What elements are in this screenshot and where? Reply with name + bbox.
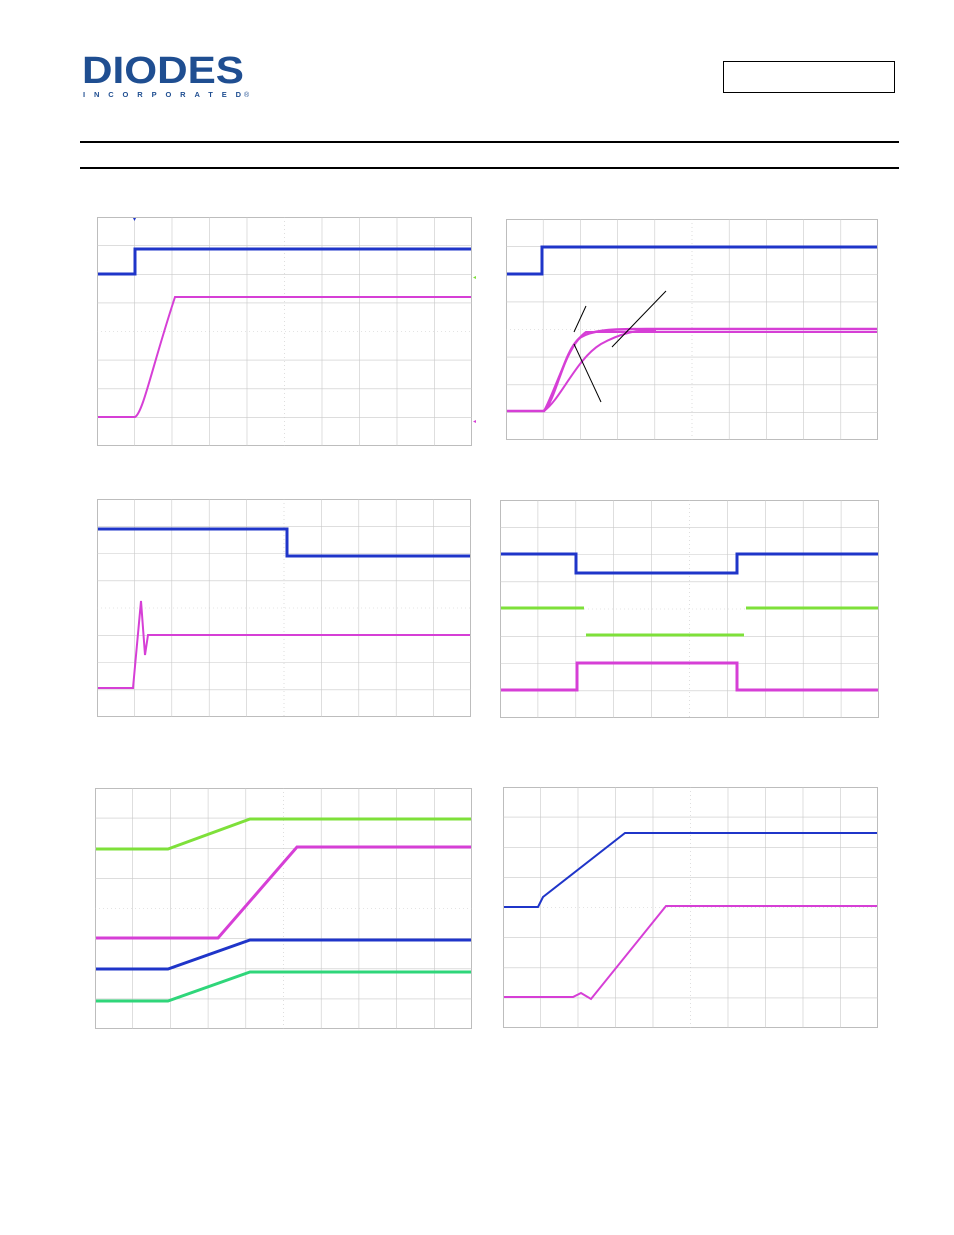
ch-marker: ◂ [473, 275, 476, 281]
trace-blue [504, 832, 877, 908]
part-number-box [723, 61, 895, 93]
trace-magenta [98, 600, 470, 689]
logo-word: DIODES [82, 50, 244, 92]
ch-marker: ▾ [133, 217, 136, 223]
scope-grid [97, 217, 472, 446]
trace-blue [98, 247, 471, 276]
trace-green [501, 606, 878, 637]
scope-grid [95, 788, 472, 1029]
logo-registered-mark: ® [244, 91, 250, 99]
arrow-line [611, 290, 667, 348]
scope-grid [97, 499, 471, 717]
trace-blue [96, 938, 471, 971]
header-rule-bottom [80, 167, 899, 169]
trace-blue [501, 552, 878, 575]
arrow-line [573, 305, 587, 333]
trace-magenta [501, 661, 878, 692]
scope-3 [97, 499, 471, 717]
trace-blue [507, 245, 877, 276]
trace-magenta [96, 845, 471, 940]
scope-6 [503, 787, 878, 1028]
arrow-line [573, 343, 602, 403]
trace-teal [96, 970, 471, 1003]
scope-grid [503, 787, 878, 1028]
trace-magenta [543, 331, 877, 412]
trace-magenta [543, 329, 657, 412]
trace-blue [98, 527, 470, 558]
ch-marker: ◂ [473, 419, 476, 425]
scope-1: ▾ ◂ ◂ [97, 217, 476, 446]
trace-green [96, 817, 471, 851]
scope-5 [95, 788, 472, 1029]
header-rule-top [80, 141, 899, 143]
scope-4 [500, 500, 879, 718]
trace-magenta [504, 905, 877, 1001]
trace-magenta [98, 296, 471, 418]
diodes-logo: DIODES INCORPORATED ® [82, 50, 250, 99]
scope-2 [506, 219, 878, 440]
